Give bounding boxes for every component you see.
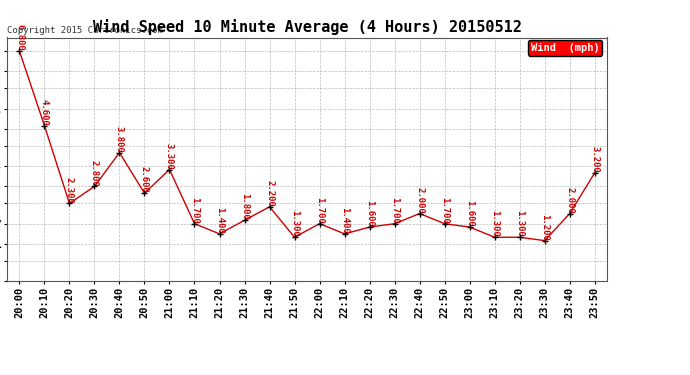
Text: 3.800: 3.800 <box>115 126 124 153</box>
Text: 1.600: 1.600 <box>465 200 474 227</box>
Text: Copyright 2015 Cartronics.com: Copyright 2015 Cartronics.com <box>7 26 163 35</box>
Text: 1.400: 1.400 <box>340 207 349 234</box>
Text: 1.200: 1.200 <box>540 214 549 241</box>
Text: 2.600: 2.600 <box>140 166 149 193</box>
Title: Wind Speed 10 Minute Average (4 Hours) 20150512: Wind Speed 10 Minute Average (4 Hours) 2… <box>92 19 522 35</box>
Text: 1.300: 1.300 <box>515 210 524 237</box>
Legend: Wind  (mph): Wind (mph) <box>528 40 602 56</box>
Text: 1.300: 1.300 <box>490 210 499 237</box>
Text: 1.700: 1.700 <box>315 197 324 224</box>
Text: 1.800: 1.800 <box>240 194 249 220</box>
Text: 4.600: 4.600 <box>40 99 49 126</box>
Text: 1.700: 1.700 <box>390 197 399 224</box>
Text: 1.300: 1.300 <box>290 210 299 237</box>
Text: 3.200: 3.200 <box>590 146 599 173</box>
Text: 1.400: 1.400 <box>215 207 224 234</box>
Text: 6.800: 6.800 <box>15 24 24 51</box>
Text: 2.000: 2.000 <box>565 187 574 213</box>
Text: 1.600: 1.600 <box>365 200 374 227</box>
Text: 2.300: 2.300 <box>65 177 74 203</box>
Text: 1.700: 1.700 <box>440 197 449 224</box>
Text: 2.200: 2.200 <box>265 180 274 207</box>
Text: 2.000: 2.000 <box>415 187 424 213</box>
Text: 2.800: 2.800 <box>90 160 99 186</box>
Text: 3.300: 3.300 <box>165 142 174 170</box>
Text: 1.700: 1.700 <box>190 197 199 224</box>
